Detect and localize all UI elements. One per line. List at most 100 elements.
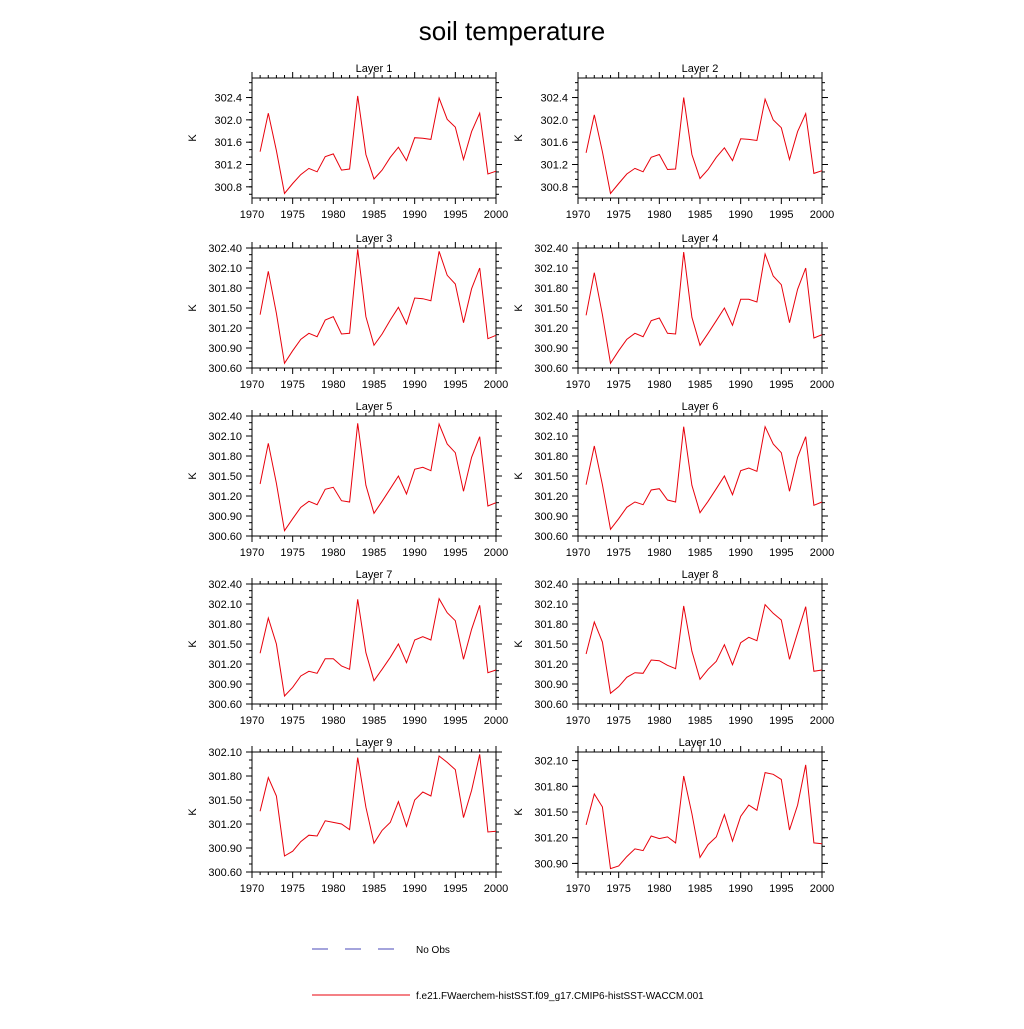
y-tick-label: 301.80	[208, 451, 242, 463]
plot-frame	[577, 415, 823, 537]
x-tick-label: 2000	[484, 209, 508, 221]
x-tick-label: 1990	[402, 715, 426, 727]
y-tick-label: 301.20	[534, 491, 568, 503]
x-tick-label: 2000	[484, 547, 508, 559]
y-axis-label: K	[187, 304, 199, 312]
panel-layer-10: Layer 10 K 1970 1975 1980 1985 1990 1995 2000 300…	[513, 737, 834, 895]
y-tick-label: 300.8	[214, 182, 242, 194]
panel-title: Layer 4	[682, 233, 719, 245]
x-tick-label: 1980	[647, 379, 671, 391]
x-tick-label: 1985	[362, 379, 386, 391]
x-tick-label: 1995	[769, 209, 793, 221]
y-tick-label: 302.10	[534, 431, 568, 443]
y-tick-label: 300.60	[534, 531, 568, 543]
legend-obs-label: No Obs	[416, 945, 450, 956]
series-line	[259, 422, 497, 533]
y-tick-label: 300.8	[540, 182, 568, 194]
series-line	[259, 754, 497, 857]
y-tick-label: 302.10	[208, 263, 242, 275]
x-tick-label: 1975	[606, 715, 630, 727]
y-tick-label: 301.50	[208, 795, 242, 807]
plot-frame	[577, 247, 823, 369]
x-tick-label: 1980	[321, 547, 345, 559]
y-tick-label: 300.90	[208, 843, 242, 855]
y-tick-label: 300.90	[534, 679, 568, 691]
y-tick-label: 301.80	[208, 283, 242, 295]
x-tick-label: 1995	[443, 715, 467, 727]
y-tick-label: 302.40	[208, 411, 242, 423]
x-tick-label: 1970	[240, 209, 264, 221]
series-line	[585, 251, 823, 365]
x-tick-label: 1980	[321, 883, 345, 895]
panel-title: Layer 10	[679, 737, 722, 749]
y-tick-label: 302.10	[534, 756, 568, 768]
plot-frame	[251, 415, 497, 537]
y-tick-label: 301.20	[208, 659, 242, 671]
x-tick-label: 1990	[728, 209, 752, 221]
x-tick-label: 1985	[362, 883, 386, 895]
y-tick-label: 301.80	[208, 771, 242, 783]
y-tick-label: 301.20	[534, 833, 568, 845]
y-axis-label: K	[513, 808, 525, 816]
x-tick-label: 1970	[566, 209, 590, 221]
y-tick-label: 300.60	[208, 363, 242, 375]
plot-frame	[577, 751, 823, 873]
y-tick-label: 301.20	[534, 323, 568, 335]
legend: No Obs f.e21.FWaerchem-histSST.f09_g17.C…	[312, 945, 704, 1002]
x-tick-label: 1990	[728, 883, 752, 895]
series-line	[585, 425, 823, 531]
y-axis-label: K	[513, 640, 525, 648]
x-tick-label: 1975	[280, 209, 304, 221]
panel-title: Layer 2	[682, 63, 719, 75]
series-line	[585, 603, 823, 695]
y-tick-label: 300.60	[208, 867, 242, 879]
y-axis-label: K	[187, 134, 199, 142]
x-tick-label: 1975	[280, 883, 304, 895]
y-tick-label: 301.80	[534, 451, 568, 463]
x-tick-label: 1985	[688, 547, 712, 559]
x-tick-label: 1990	[728, 715, 752, 727]
x-tick-label: 1970	[566, 883, 590, 895]
x-tick-label: 1995	[443, 883, 467, 895]
panel-layer-4: Layer 4 K 1970 1975 1980 1985 1990 1995 2000 300.…	[513, 233, 834, 391]
x-tick-label: 1970	[240, 883, 264, 895]
y-tick-label: 302.4	[214, 93, 242, 105]
x-tick-label: 1980	[321, 715, 345, 727]
y-tick-label: 301.50	[534, 303, 568, 315]
y-axis-label: K	[513, 134, 525, 142]
panel-layer-2: Layer 2 K 1970 1975 1980 1985 1990 1995 2000 300.…	[513, 63, 834, 221]
y-tick-label: 301.80	[534, 781, 568, 793]
y-axis-label: K	[187, 808, 199, 816]
y-tick-label: 302.0	[214, 115, 242, 127]
plot-frame	[251, 77, 497, 199]
y-tick-label: 300.90	[534, 343, 568, 355]
y-tick-label: 301.50	[208, 639, 242, 651]
y-tick-label: 302.10	[208, 599, 242, 611]
x-tick-label: 1990	[728, 547, 752, 559]
x-tick-label: 1975	[280, 379, 304, 391]
x-tick-label: 1995	[769, 715, 793, 727]
legend-model-label: f.e21.FWaerchem-histSST.f09_g17.CMIP6-hi…	[416, 991, 704, 1002]
x-tick-label: 2000	[484, 379, 508, 391]
series-line	[259, 249, 497, 365]
y-tick-label: 302.40	[208, 243, 242, 255]
panel-title: Layer 3	[356, 233, 393, 245]
x-tick-label: 2000	[484, 883, 508, 895]
y-tick-label: 301.20	[534, 659, 568, 671]
y-tick-label: 302.10	[208, 747, 242, 759]
x-tick-label: 1985	[688, 379, 712, 391]
x-tick-label: 1970	[240, 379, 264, 391]
panel-layer-8: Layer 8 K 1970 1975 1980 1985 1990 1995 2000 300.…	[513, 569, 834, 727]
x-tick-label: 1985	[362, 209, 386, 221]
x-tick-label: 2000	[810, 883, 834, 895]
x-tick-label: 1985	[688, 883, 712, 895]
y-tick-label: 300.90	[208, 511, 242, 523]
y-tick-label: 300.60	[208, 699, 242, 711]
x-tick-label: 1985	[362, 715, 386, 727]
y-tick-label: 300.90	[534, 511, 568, 523]
y-tick-label: 302.10	[208, 431, 242, 443]
plot-frame	[577, 77, 823, 199]
y-tick-label: 300.60	[534, 363, 568, 375]
series-line	[585, 97, 823, 195]
